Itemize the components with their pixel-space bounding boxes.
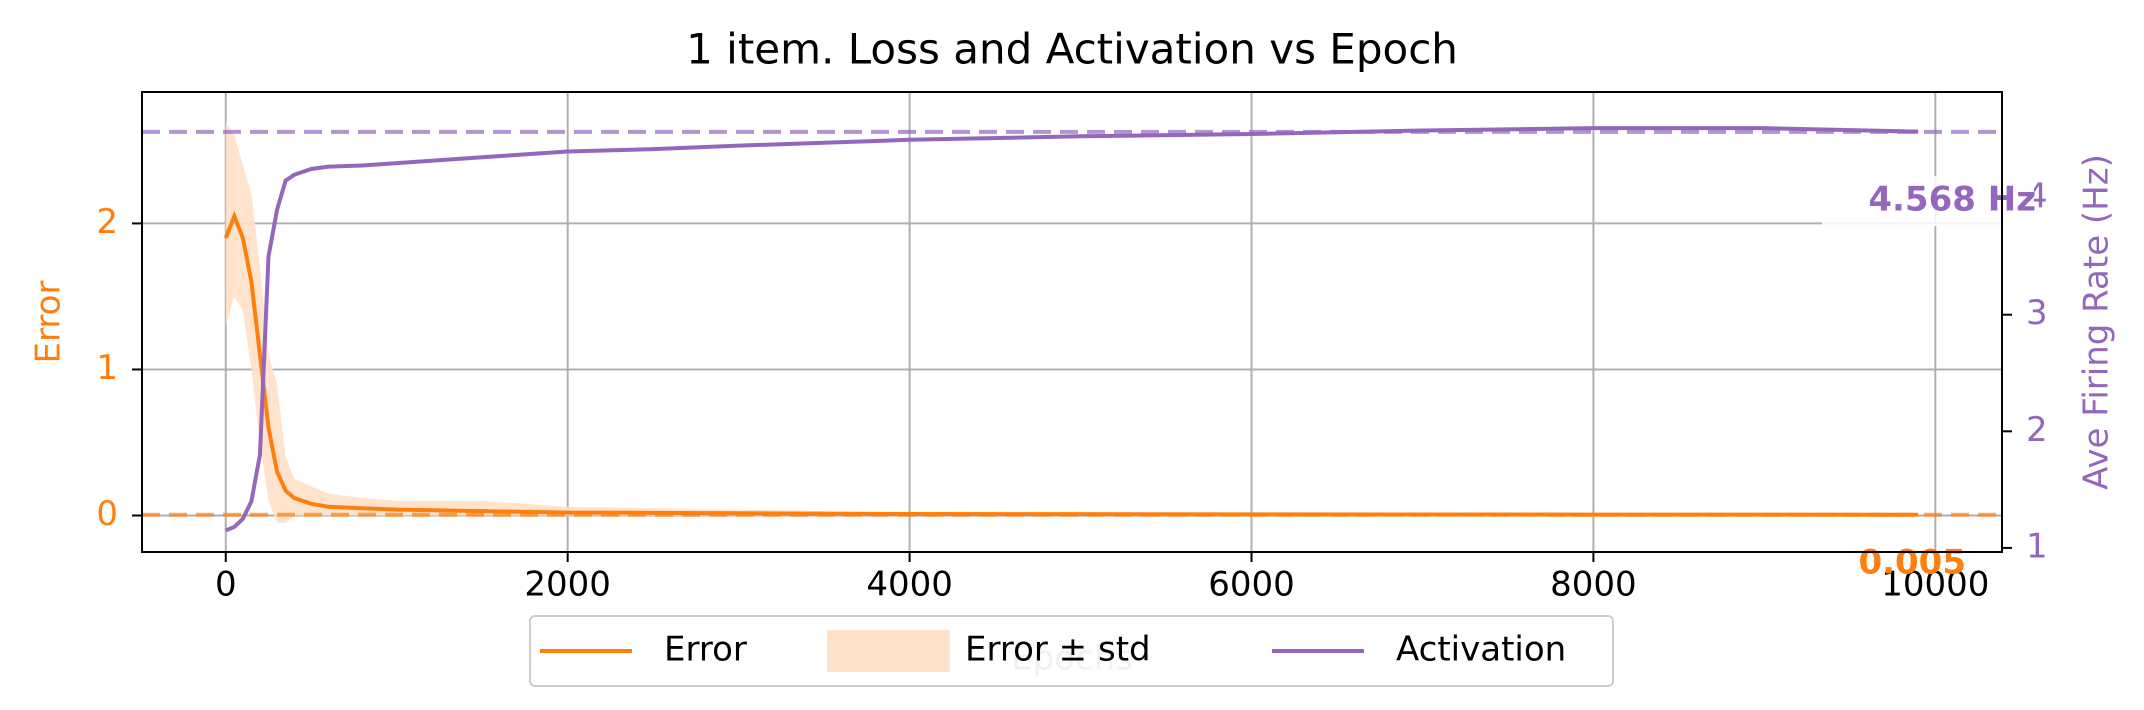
legend-swatch: [827, 630, 950, 672]
y2-tick-label: 3: [2026, 293, 2048, 333]
x-tick-label: 4000: [866, 565, 953, 605]
y-axis-label: Error: [29, 281, 69, 364]
x-tick-label: 6000: [1208, 565, 1295, 605]
line: [223, 210, 1919, 517]
legend-label: Activation: [1396, 630, 1566, 670]
line: [225, 126, 1919, 533]
x-tick-label: 2000: [524, 565, 611, 605]
y-tick-label: 2: [96, 202, 118, 242]
annotation: 4.568 Hz: [1868, 180, 2036, 220]
y2-tick-label: 2: [2026, 410, 2048, 450]
legend-label: Error: [664, 630, 747, 670]
x-tick-label: 0: [215, 565, 237, 605]
plot-frame: [141, 91, 2003, 553]
legend-label: Error ± std: [965, 630, 1151, 670]
y2-axis-label: Ave Firing Rate (Hz): [2077, 154, 2117, 490]
x-tick-label: 8000: [1550, 565, 1637, 605]
annotation: 0.005: [1858, 543, 1966, 583]
annotation-box: [1822, 176, 2034, 226]
chart-title: 1 item. Loss and Activation vs Epoch: [686, 25, 1458, 74]
y2-tick-label: 1: [2026, 526, 2048, 566]
x-tick-label: 10000: [1881, 565, 1989, 605]
legend-box: [529, 615, 1614, 687]
y-tick-label: 1: [96, 348, 118, 388]
y-tick-label: 0: [96, 494, 118, 534]
error-band: [225, 121, 1919, 523]
